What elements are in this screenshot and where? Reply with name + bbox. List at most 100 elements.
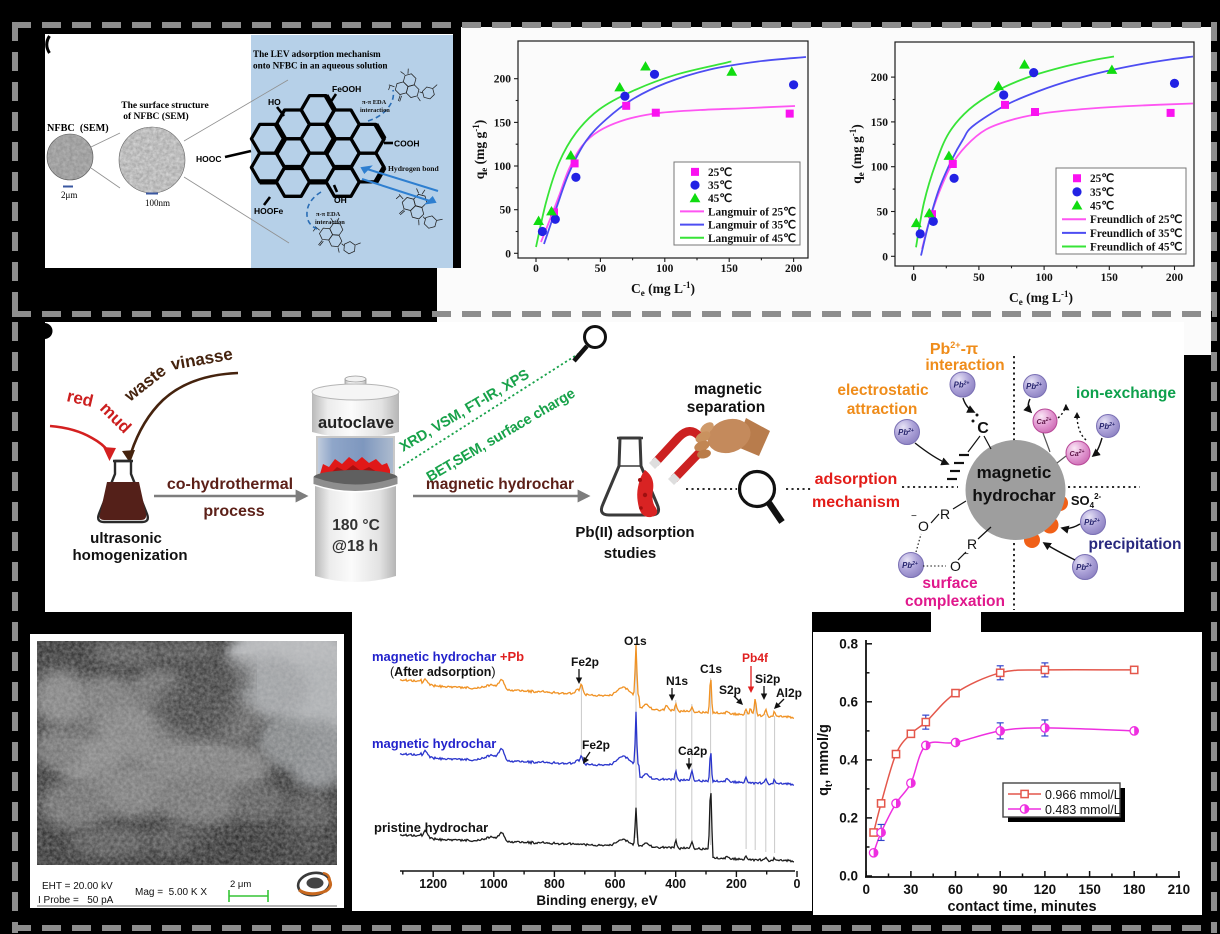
svg-text:Binding energy, eV: Binding energy, eV	[536, 893, 657, 908]
svg-text:Pb2+-π: Pb2+-π	[930, 340, 978, 358]
svg-text:magnetic hydrochar +Pb: magnetic hydrochar +Pb	[372, 649, 524, 664]
svg-text:R: R	[967, 536, 977, 552]
svg-text:Pb2+: Pb2+	[1026, 382, 1042, 391]
svg-text:0.483 mmol/L: 0.483 mmol/L	[1045, 803, 1121, 817]
svg-text:C1s: C1s	[700, 662, 722, 676]
svg-text:Al2p: Al2p	[776, 686, 802, 700]
svg-text:(After adsorption): (After adsorption)	[390, 665, 496, 679]
svg-text:Fe2p: Fe2p	[571, 655, 599, 669]
svg-text:O1s: O1s	[624, 634, 647, 648]
svg-text:EHT = 20.00 kV: EHT = 20.00 kV	[42, 881, 113, 892]
svg-text:Hydrogen bond: Hydrogen bond	[388, 164, 439, 173]
svg-text:100: 100	[656, 263, 674, 275]
svg-text:qt, mmol/g: qt, mmol/g	[816, 724, 835, 796]
svg-text:120: 120	[1034, 882, 1057, 897]
svg-text:of NFBC (SEM): of NFBC (SEM)	[123, 111, 188, 122]
svg-text:The LEV adsorption mechanism: The LEV adsorption mechanism	[253, 49, 381, 59]
svg-text:homogenization: homogenization	[73, 547, 188, 564]
svg-text:Pb2+: Pb2+	[902, 561, 918, 570]
svg-text:mud: mud	[96, 398, 135, 437]
svg-text:magnetic: magnetic	[977, 463, 1052, 482]
svg-text:separation: separation	[687, 399, 765, 416]
svg-text:studies: studies	[604, 545, 657, 562]
svg-text:Pb4f: Pb4f	[742, 651, 769, 665]
svg-text:35℃: 35℃	[1090, 187, 1114, 199]
svg-text:XRD, VSM, FT-IR, XPS: XRD, VSM, FT-IR, XPS	[397, 367, 533, 456]
svg-text:Ca2+: Ca2+	[1037, 417, 1052, 426]
svg-text:interaction: interaction	[315, 219, 345, 226]
svg-text:Freundlich of 35℃: Freundlich of 35℃	[1090, 228, 1182, 240]
svg-text:Pb2+: Pb2+	[954, 381, 970, 390]
svg-text:180 °C: 180 °C	[332, 517, 380, 534]
svg-text:pristine hydrochar: pristine hydrochar	[374, 820, 488, 835]
svg-text:HOOC: HOOC	[196, 154, 222, 164]
svg-text:@18 h: @18 h	[332, 538, 378, 555]
svg-text:HOOFe: HOOFe	[254, 206, 284, 216]
svg-text:OH: OH	[334, 195, 347, 205]
svg-text:qe (mg g-1): qe (mg g-1)	[471, 120, 489, 180]
svg-text:ultrasonic: ultrasonic	[90, 530, 162, 547]
svg-text:0.4: 0.4	[839, 752, 858, 767]
svg-text:150: 150	[871, 117, 889, 129]
svg-text:π-π EDA: π-π EDA	[362, 99, 387, 106]
svg-text:Si2p: Si2p	[755, 672, 780, 686]
svg-text:Ca2+: Ca2+	[1070, 449, 1085, 458]
svg-text:200: 200	[494, 74, 512, 86]
svg-text:FeOOH: FeOOH	[332, 84, 361, 94]
svg-text:180: 180	[1123, 882, 1146, 897]
svg-text:2 μm: 2 μm	[230, 879, 251, 890]
svg-text:I Probe = 50 pA: I Probe = 50 pA	[38, 895, 114, 906]
svg-text:contact time, minutes: contact time, minutes	[947, 899, 1096, 915]
svg-text:60: 60	[948, 882, 963, 897]
svg-text:interaction: interaction	[925, 357, 1004, 374]
svg-text:attraction: attraction	[847, 401, 918, 418]
svg-text:electrostatic: electrostatic	[837, 382, 929, 399]
svg-text:SO42-: SO42-	[1071, 492, 1102, 510]
svg-text:interaction: interaction	[360, 107, 390, 114]
svg-text:150: 150	[1078, 882, 1101, 897]
svg-text:complexation: complexation	[905, 593, 1005, 610]
svg-text:2μm: 2μm	[61, 190, 77, 200]
svg-text:The surface structure: The surface structure	[121, 101, 208, 111]
svg-text:90: 90	[993, 882, 1008, 897]
svg-text:400: 400	[665, 877, 686, 891]
svg-text:Pb2+: Pb2+	[898, 428, 914, 437]
svg-text:O: O	[950, 558, 961, 574]
svg-text:45℃: 45℃	[708, 193, 732, 205]
svg-text:Freundlich of 25℃: Freundlich of 25℃	[1090, 214, 1182, 226]
svg-text:210: 210	[1168, 882, 1191, 897]
svg-text:200: 200	[785, 263, 803, 275]
svg-text:ion-exchange: ion-exchange	[1076, 385, 1176, 402]
svg-text:150: 150	[494, 117, 512, 129]
svg-text:200: 200	[726, 877, 747, 891]
svg-text:50: 50	[877, 207, 889, 219]
svg-text:HO: HO	[268, 97, 281, 107]
svg-text:onto NFBC in an aqueous soluti: onto NFBC in an aqueous solution	[253, 61, 388, 71]
svg-text:Fe2p: Fe2p	[582, 738, 610, 752]
svg-text:0: 0	[505, 248, 511, 260]
svg-text:Freundlich of 45℃: Freundlich of 45℃	[1090, 241, 1182, 253]
svg-text:1000: 1000	[480, 877, 508, 891]
svg-text:100: 100	[494, 161, 512, 173]
svg-text:Langmuir of 25℃: Langmuir of 25℃	[708, 206, 796, 218]
svg-text:600: 600	[605, 877, 626, 891]
svg-text:magnetic hydrochar: magnetic hydrochar	[426, 476, 574, 493]
svg-text:co-hydrothermal: co-hydrothermal	[167, 476, 293, 493]
svg-text:Pb2+: Pb2+	[1099, 422, 1115, 431]
svg-text:0.0: 0.0	[839, 869, 858, 884]
svg-text:35℃: 35℃	[708, 180, 732, 192]
svg-text:process: process	[203, 503, 264, 520]
svg-text:magnetic: magnetic	[694, 381, 762, 398]
svg-text:0.966 mmol/L: 0.966 mmol/L	[1045, 788, 1121, 802]
svg-text:100: 100	[871, 162, 889, 174]
svg-text:Langmuir of 35℃: Langmuir of 35℃	[708, 220, 796, 232]
svg-text:R: R	[940, 506, 950, 522]
svg-text:Mag = 5.00 K X: Mag = 5.00 K X	[135, 887, 207, 898]
svg-text:mechanism: mechanism	[812, 494, 900, 511]
svg-text:hydrochar: hydrochar	[972, 486, 1056, 505]
svg-text:0: 0	[794, 877, 801, 891]
svg-text:adsorption: adsorption	[815, 471, 898, 488]
svg-text:O: O	[918, 518, 929, 534]
svg-text:25℃: 25℃	[708, 167, 732, 179]
svg-text:0.6: 0.6	[839, 694, 858, 709]
